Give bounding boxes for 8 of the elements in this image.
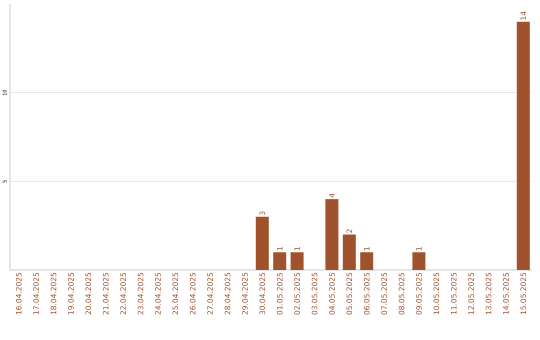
bar — [342, 234, 356, 270]
bar — [325, 199, 338, 270]
bar — [516, 22, 530, 270]
bar — [273, 252, 286, 270]
bar — [290, 252, 304, 270]
bar — [412, 252, 426, 270]
bar — [360, 252, 374, 270]
bar — [256, 216, 269, 270]
